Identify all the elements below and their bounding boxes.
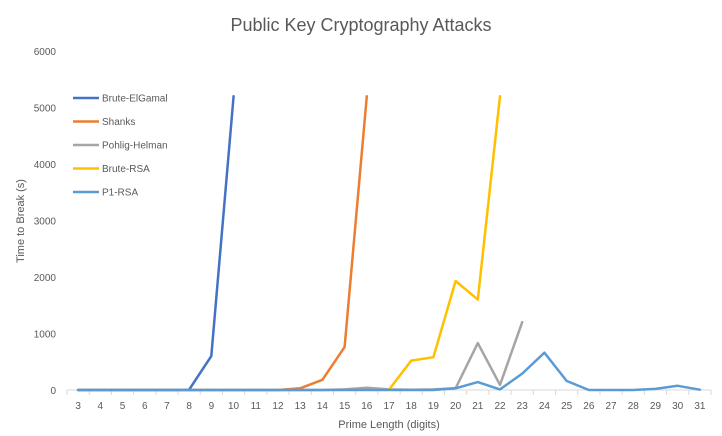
- x-axis-ticks: 3 4 5 6 7 8 9 10 11 12 13 14 15 16 17 18 19 20 21 22 23 24 25 2…: [66, 390, 712, 412]
- x-tick-label: 17: [383, 401, 395, 412]
- x-tick-label: 20: [450, 401, 462, 412]
- x-axis-title: Prime Length (digits): [338, 419, 440, 431]
- x-tick-label: 18: [406, 401, 418, 412]
- x-tick-label: 22: [494, 401, 506, 412]
- legend: Brute-ElGamal Shanks Pohlig-Helman Brute-RS…: [73, 94, 168, 199]
- legend-label: Brute-ElGamal: [102, 94, 168, 105]
- series-line-brute-rsa: [387, 94, 502, 391]
- y-tick-label: 0: [50, 386, 56, 397]
- y-tick-label: 2000: [34, 273, 57, 284]
- y-tick-label: 5000: [34, 104, 57, 115]
- legend-label: Shanks: [102, 117, 135, 128]
- y-tick-label: 3000: [34, 217, 57, 228]
- x-tick-label: 7: [164, 401, 170, 412]
- x-tick-label: 26: [583, 401, 595, 412]
- x-tick-label: 11: [251, 401, 262, 412]
- series-line-p1-rsa: [76, 351, 702, 392]
- legend-label: P1-RSA: [102, 188, 138, 199]
- x-tick-label: 21: [472, 401, 484, 412]
- x-tick-label: 29: [650, 401, 662, 412]
- legend-label: Pohlig-Helman: [102, 141, 168, 152]
- x-tick-label: 25: [561, 401, 573, 412]
- y-tick-label: 1000: [34, 330, 57, 341]
- x-tick-label: 12: [272, 401, 284, 412]
- x-tick-label: 30: [672, 401, 684, 412]
- y-tick-label: 4000: [34, 160, 57, 171]
- y-axis-ticks: 0 1000 2000 3000 4000 5000 6000: [34, 47, 57, 397]
- x-tick-label: 9: [209, 401, 215, 412]
- chart-title: Public Key Cryptography Attacks: [230, 15, 491, 35]
- series-lines: [76, 94, 702, 392]
- x-tick-label: 24: [539, 401, 551, 412]
- x-tick-label: 8: [186, 401, 192, 412]
- x-tick-label: 27: [606, 401, 618, 412]
- legend-label: Brute-RSA: [102, 164, 150, 175]
- x-tick-label: 14: [317, 401, 329, 412]
- x-tick-label: 5: [120, 401, 126, 412]
- x-tick-label: 23: [517, 401, 529, 412]
- x-tick-label: 6: [142, 401, 148, 412]
- y-axis-title: Time to Break (s): [15, 179, 27, 263]
- x-tick-label: 4: [98, 401, 104, 412]
- x-tick-label: 3: [75, 401, 81, 412]
- y-tick-label: 6000: [34, 47, 57, 58]
- x-tick-label: 10: [228, 401, 240, 412]
- x-tick-label: 15: [339, 401, 351, 412]
- x-tick-label: 19: [428, 401, 440, 412]
- x-tick-label: 31: [694, 401, 706, 412]
- x-tick-label: 28: [628, 401, 640, 412]
- x-tick-label: 16: [361, 401, 373, 412]
- series-line-pohlig-helman: [76, 320, 524, 392]
- x-tick-label: 13: [295, 401, 307, 412]
